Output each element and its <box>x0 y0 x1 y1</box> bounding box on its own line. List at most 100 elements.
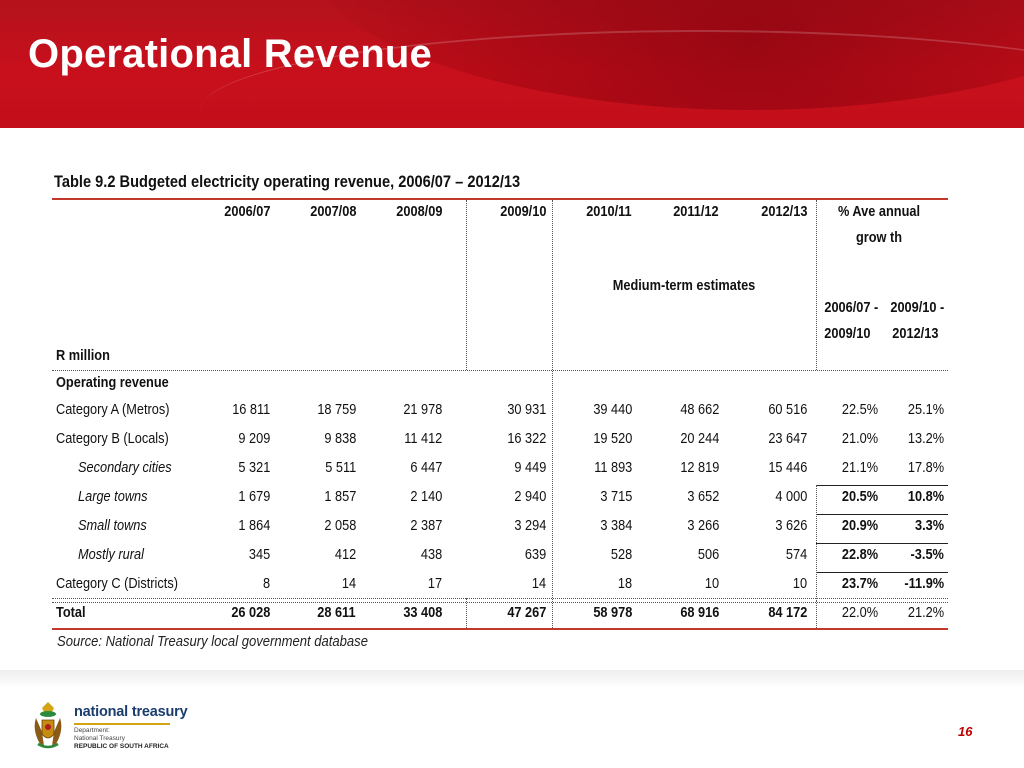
total-cell: 68 916 <box>679 605 719 621</box>
table-cell: 528 <box>610 547 632 563</box>
table-cell: 574 <box>785 547 807 563</box>
logo-rule <box>74 723 170 725</box>
table-cell: 14 <box>531 576 546 592</box>
table-cell: 11 412 <box>403 431 442 447</box>
total-cell: 33 408 <box>402 605 442 621</box>
table-cell: 18 <box>617 576 632 592</box>
growth-cell: 21.1% <box>841 460 878 476</box>
table-cell: 2 058 <box>324 518 356 534</box>
table-cell: 39 440 <box>592 402 632 418</box>
total-cell: 58 978 <box>592 605 632 621</box>
total-label: Total <box>56 605 86 621</box>
growth-cell: -3.5% <box>910 547 944 563</box>
growth-period-line2: 2012/13 <box>891 326 938 342</box>
growth-cell: 13.2% <box>907 431 944 447</box>
table-cell: 9 449 <box>514 460 546 476</box>
growth-box-divider <box>816 601 817 628</box>
table-cell: 3 266 <box>687 518 719 534</box>
total-cell: 84 172 <box>767 605 807 621</box>
table-bottom-rule <box>52 628 948 630</box>
table-cell: 30 931 <box>506 402 546 418</box>
header-divider <box>52 370 948 371</box>
logo-line-department: Department: <box>74 727 110 734</box>
table-cell: 15 446 <box>767 460 807 476</box>
year-header: 2006/07 <box>223 204 270 220</box>
table-cell: 9 209 <box>238 431 270 447</box>
table-cell: 18 759 <box>316 402 356 418</box>
table-cell: 5 511 <box>325 460 356 476</box>
growth-header-line1: % Ave annual <box>837 204 921 220</box>
growth-cell: 22.8% <box>841 547 878 563</box>
column-divider <box>466 598 467 628</box>
growth-cell: 20.5% <box>841 489 878 505</box>
table-cell: 438 <box>420 547 442 563</box>
year-header: 2008/09 <box>395 204 442 220</box>
table-cell: 6 447 <box>410 460 442 476</box>
table-cell: 9 838 <box>324 431 356 447</box>
table-cell: 21 978 <box>402 402 442 418</box>
table-cell: 3 384 <box>600 518 632 534</box>
table-cell: 1 679 <box>238 489 270 505</box>
growth-cell: 3.3% <box>914 518 944 534</box>
logo-subtext: Department: National Treasury REPUBLIC O… <box>74 727 169 751</box>
column-divider <box>552 200 553 628</box>
row-label: Mostly rural <box>78 547 144 563</box>
table-cell: 2 140 <box>410 489 442 505</box>
total-divider <box>52 598 948 599</box>
growth-cell: 17.8% <box>907 460 944 476</box>
row-label: Category C (Districts) <box>56 576 178 592</box>
total-growth-cell: 21.2% <box>907 605 944 621</box>
row-label: Secondary cities <box>78 460 172 476</box>
table-top-rule <box>52 198 948 200</box>
table-cell: 8 <box>262 576 270 592</box>
table-cell: 2 940 <box>514 489 546 505</box>
total-cell: 26 028 <box>230 605 270 621</box>
growth-box-divider <box>816 485 817 601</box>
column-divider <box>816 200 817 370</box>
growth-box-rule <box>816 543 948 544</box>
year-header: 2010/11 <box>586 204 632 220</box>
total-cell: 28 611 <box>317 605 356 621</box>
growth-cell: 10.8% <box>907 489 944 505</box>
table-cell: 10 <box>792 576 807 592</box>
table-cell: 412 <box>334 547 356 563</box>
table-cell: 1 864 <box>238 518 270 534</box>
growth-box-rule <box>816 485 948 486</box>
table-cell: 12 819 <box>679 460 719 476</box>
row-label: Small towns <box>78 518 147 534</box>
table-cell: 23 647 <box>767 431 807 447</box>
footer-band <box>0 670 1024 768</box>
growth-period-line1: 2009/10 - <box>890 300 944 316</box>
growth-cell: 21.0% <box>841 431 878 447</box>
logo-line-name: National Treasury <box>74 735 125 742</box>
logo-name: national treasury <box>74 704 188 720</box>
growth-box-rule <box>816 514 948 515</box>
growth-cell: 25.1% <box>907 402 944 418</box>
table-cell: 3 626 <box>775 518 807 534</box>
table-cell: 506 <box>697 547 719 563</box>
table-cell: 3 652 <box>687 489 719 505</box>
table-cell: 20 244 <box>679 431 719 447</box>
coat-of-arms-icon <box>34 702 62 749</box>
row-label: Large towns <box>78 489 148 505</box>
year-header: 2007/08 <box>309 204 356 220</box>
header-band: Operational Revenue <box>0 0 1024 128</box>
row-label: Category A (Metros) <box>56 402 170 418</box>
table-cell: 16 322 <box>506 431 546 447</box>
year-header: 2011/12 <box>673 204 719 220</box>
growth-period-line1: 2006/07 - <box>824 300 878 316</box>
total-cell: 47 267 <box>506 605 546 621</box>
table-cell: 11 893 <box>593 460 632 476</box>
table-cell: 3 715 <box>600 489 632 505</box>
logo-line-country: REPUBLIC OF SOUTH AFRICA <box>74 743 169 750</box>
table-cell: 1 857 <box>324 489 356 505</box>
table-cell: 48 662 <box>679 402 719 418</box>
growth-period-line2: 2009/10 <box>823 326 870 342</box>
table-cell: 19 520 <box>592 431 632 447</box>
table-cell: 60 516 <box>767 402 807 418</box>
page-number: 16 <box>958 724 973 739</box>
growth-cell: -11.9% <box>904 576 944 592</box>
unit-label: R million <box>56 348 110 364</box>
row-label: Category B (Locals) <box>56 431 169 447</box>
total-growth-cell: 22.0% <box>841 605 878 621</box>
